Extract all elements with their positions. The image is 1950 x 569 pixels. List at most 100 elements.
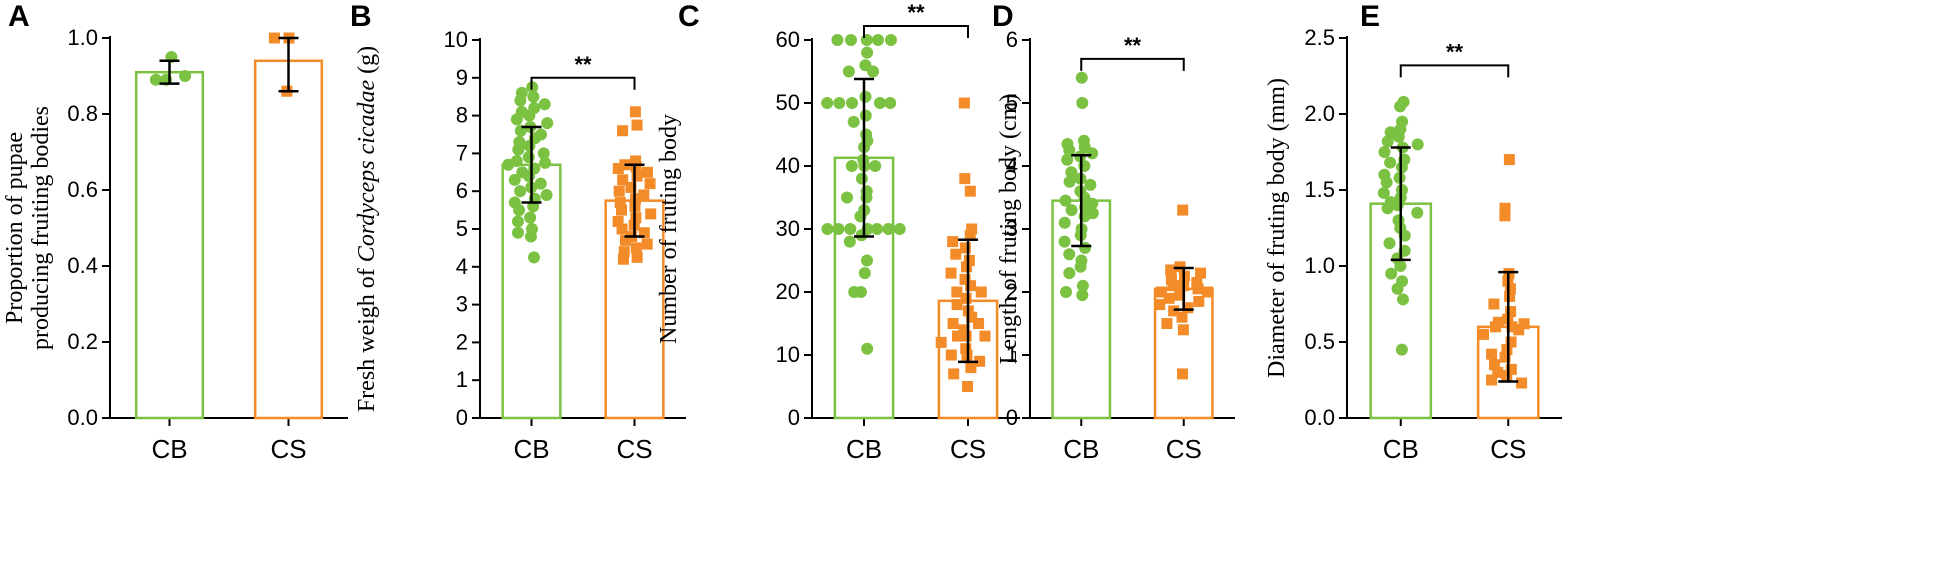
data-point-cb [534, 177, 547, 190]
data-point-cs [959, 173, 971, 185]
panel-letter: E [1360, 0, 1380, 33]
data-point-cs [617, 125, 629, 137]
data-point-cs [1499, 202, 1511, 214]
y-tick-label: 3 [1006, 216, 1018, 241]
data-point-cs [1193, 295, 1205, 307]
data-point-cs [965, 280, 977, 292]
y-tick-label: 0 [788, 405, 800, 430]
data-point-cb [1058, 235, 1071, 248]
data-point-cb [537, 147, 550, 160]
data-point-cs [631, 251, 643, 263]
data-point-cb [1392, 130, 1405, 143]
data-point-cs [1505, 336, 1517, 348]
data-point-cs [1489, 321, 1501, 333]
data-point-cb [1058, 216, 1071, 229]
data-point-cb [514, 185, 527, 198]
data-point-cb [1061, 153, 1074, 166]
data-point-cb [523, 139, 536, 152]
data-point-cb [1074, 260, 1087, 273]
data-point-cs [268, 32, 280, 44]
y-tick-label: 9 [456, 65, 468, 90]
data-point-cs [960, 330, 972, 342]
data-point-cs [1506, 321, 1518, 333]
data-point-cs [1505, 306, 1517, 318]
data-point-cs [947, 236, 959, 248]
data-point-cb [1385, 267, 1398, 280]
data-point-cb [1377, 187, 1390, 200]
data-point-cs [1174, 289, 1186, 301]
data-point-cs [1505, 363, 1517, 375]
data-point-cb [1378, 146, 1391, 158]
data-point-cs [966, 223, 978, 235]
data-point-cs [1161, 318, 1173, 329]
data-point-cb [528, 251, 541, 264]
panel-d: D Length of fruting body (cm) 0 1 2 3 4 5 6 CB CS *… [992, 0, 1235, 464]
data-point-cs [613, 185, 625, 197]
data-point-cb [541, 117, 554, 130]
data-point-cs [964, 229, 976, 241]
data-point-cb [861, 342, 874, 355]
data-point-cb [831, 34, 844, 46]
data-point-cs [1191, 277, 1203, 289]
y-tick-label: 10 [776, 342, 800, 367]
data-point-cb [845, 160, 858, 172]
data-point-cs [1174, 261, 1186, 273]
y-tick-label: 1 [456, 367, 468, 392]
data-point-cs [641, 166, 653, 178]
data-point-cs [965, 362, 977, 374]
data-point-cb [1065, 166, 1078, 179]
data-point-cs [616, 204, 628, 216]
data-point-cs [1195, 267, 1207, 279]
data-point-cs [629, 106, 641, 118]
y-tick-label: 4 [456, 254, 468, 279]
data-point-cb [1411, 206, 1424, 219]
data-point-cs [1501, 369, 1513, 381]
y-tick-label: 2.0 [1304, 101, 1335, 126]
y-tick-label: 7 [456, 140, 468, 165]
y-tick-label: 50 [776, 90, 800, 115]
y-tick-label: 4 [1006, 153, 1018, 178]
data-point-cs [1492, 366, 1504, 378]
data-point-cb [1380, 176, 1393, 189]
data-point-cs [959, 242, 971, 254]
data-point-cb [846, 97, 859, 109]
data-point-cb [538, 98, 551, 111]
data-point-cs [1165, 264, 1177, 276]
x-tick-label-cs: CS [1490, 434, 1526, 464]
data-point-cs [1182, 302, 1194, 314]
data-point-cs [951, 286, 963, 298]
data-point-cb [821, 223, 834, 235]
data-point-cb [1395, 343, 1408, 356]
data-point-cs [975, 286, 987, 298]
data-point-cs [1488, 298, 1500, 310]
y-tick-label: 1.5 [1304, 177, 1335, 202]
data-point-cb [844, 34, 857, 46]
y-tick-label: 2 [1006, 279, 1018, 304]
data-point-cb [869, 160, 882, 172]
data-point-cs [1486, 374, 1498, 386]
data-point-cs [1503, 154, 1515, 166]
panel-b: B Fresh weigh of Cordyceps cicadae (g) 0 1 2… [350, 0, 686, 464]
data-point-cs [948, 368, 960, 380]
data-point-cs [1165, 273, 1177, 285]
data-point-cb [848, 286, 861, 298]
y-tick-label: 0.8 [67, 101, 98, 126]
significance-bracket [1399, 64, 1510, 78]
y-tick-label: 60 [776, 27, 800, 52]
data-point-cb [884, 97, 897, 109]
data-point-cs [638, 189, 650, 201]
data-point-cb [1396, 293, 1409, 306]
data-point-cs [631, 170, 643, 182]
data-point-cb [821, 97, 834, 109]
x-tick-label-cb: CB [513, 434, 549, 464]
y-axis-title: Length of fruting body (cm) [996, 94, 1022, 365]
data-point-cs [959, 273, 971, 285]
data-point-cb [540, 188, 553, 201]
data-point-cb [1381, 135, 1394, 148]
data-point-cb [1063, 144, 1076, 157]
data-point-cb [847, 115, 860, 128]
data-point-cb [860, 34, 873, 46]
data-point-cs [966, 311, 978, 323]
data-point-cb [1075, 71, 1088, 84]
bar-cs [253, 59, 324, 420]
